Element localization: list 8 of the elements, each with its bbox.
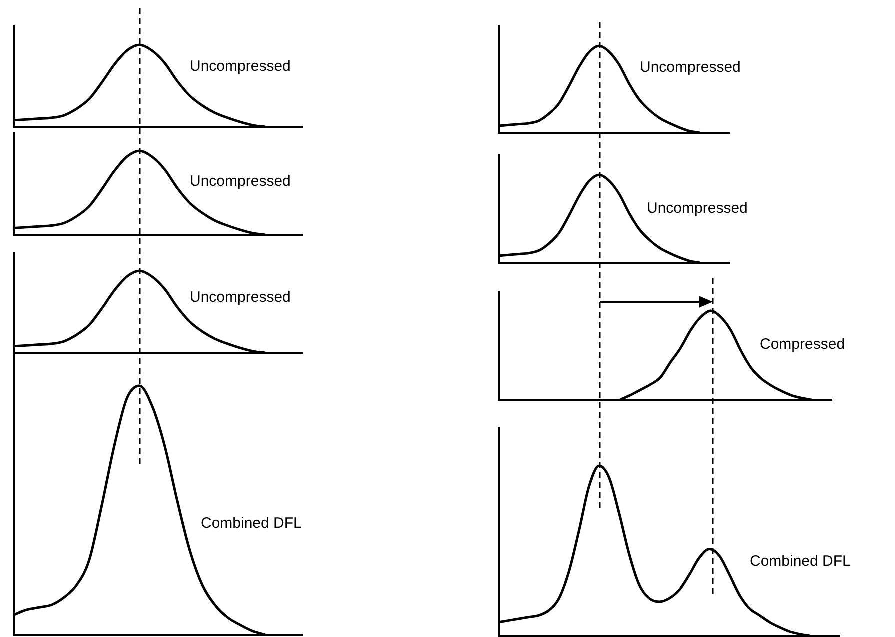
- series-label: Uncompressed: [640, 59, 741, 76]
- series-label: Uncompressed: [190, 289, 291, 306]
- series-label: Uncompressed: [190, 58, 291, 75]
- series-label: Uncompressed: [647, 200, 748, 217]
- series-label: Combined DFL: [750, 553, 851, 570]
- series-label: Combined DFL: [201, 515, 302, 532]
- series-label: Uncompressed: [190, 173, 291, 190]
- series-label: Compressed: [760, 336, 846, 353]
